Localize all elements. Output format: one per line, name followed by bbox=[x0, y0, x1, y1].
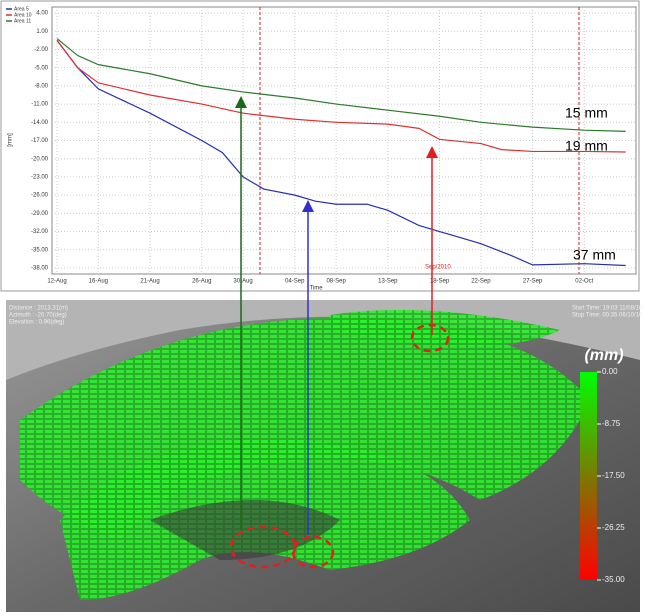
info-text: Stop Time: 00:35 06/10/10 bbox=[572, 313, 643, 319]
y-tick-label: -17.00 bbox=[31, 138, 49, 144]
x-axis-label: Time bbox=[309, 286, 323, 292]
legend-label: Area 10 bbox=[14, 12, 32, 18]
x-tick-label: 21-Aug bbox=[140, 279, 159, 285]
annotation: 19 mm bbox=[565, 138, 608, 154]
x-tick-label: 22-Sep bbox=[471, 279, 491, 285]
arrow-head bbox=[302, 200, 314, 212]
series-line bbox=[56, 40, 626, 267]
chart: 4.00 1.00 -2.00 -5.00 -8.00 -11.00 -14.00 -17.0… bbox=[6, 6, 637, 292]
annotation: 15 mm bbox=[565, 105, 608, 121]
legend-label: Area 11 bbox=[14, 18, 31, 24]
highlight-ring bbox=[291, 535, 335, 569]
x-tick-label: 12-Aug bbox=[47, 279, 66, 285]
series-line bbox=[56, 40, 626, 153]
x-tick-label: 08-Sep bbox=[326, 279, 346, 285]
y-tick-label: -38.00 bbox=[31, 266, 49, 272]
pit-floor bbox=[150, 500, 340, 560]
y-tick-label: 4.00 bbox=[36, 11, 48, 17]
y-tick-label: -2.00 bbox=[34, 47, 48, 53]
y-tick-label: -8.00 bbox=[34, 83, 48, 89]
colorbar-title: (mm) bbox=[584, 347, 623, 364]
y-tick-label: -14.00 bbox=[31, 120, 49, 126]
y-tick-label: 1.00 bbox=[36, 29, 48, 35]
highlight-ring bbox=[410, 323, 450, 353]
colorbar bbox=[580, 372, 597, 580]
info-text: Start Time: 19:03 11/08/10 bbox=[572, 306, 643, 312]
info-text: Azimuth : -26.70(deg) bbox=[9, 313, 67, 319]
y-axis-label: [mm] bbox=[8, 133, 14, 147]
x-tick-label: 26-Aug bbox=[192, 279, 211, 285]
annotation: Sep/2010 bbox=[425, 265, 451, 271]
y-tick-label: -35.00 bbox=[31, 247, 49, 253]
series-line bbox=[56, 38, 626, 132]
colorbar-tick-label: 0.00 bbox=[602, 367, 618, 376]
info-text: Distance : 2013.31(m) bbox=[9, 306, 68, 312]
x-tick-label: 16-Aug bbox=[89, 279, 108, 285]
x-tick-label: 18-Sep bbox=[430, 279, 450, 285]
y-tick-label: -29.00 bbox=[31, 211, 49, 217]
scene bbox=[6, 300, 640, 612]
colorbar-tick-label: -35.00 bbox=[602, 575, 625, 584]
colorbar-tick-label: -17.50 bbox=[602, 471, 625, 480]
x-tick-label: 27-Sep bbox=[523, 279, 543, 285]
arrow-head bbox=[426, 146, 438, 158]
x-tick-label: 04-Sep bbox=[285, 279, 305, 285]
chart-panel bbox=[0, 0, 640, 292]
info-text: Elevation : 0.96(deg) bbox=[9, 320, 64, 326]
green-cloud bbox=[330, 310, 560, 346]
y-tick-label: -11.00 bbox=[31, 102, 48, 108]
x-tick-label: 02-Oct bbox=[575, 279, 593, 285]
y-tick-label: -23.00 bbox=[31, 174, 49, 180]
annotation: 37 mm bbox=[573, 247, 616, 263]
colorbar-tick-label: -26.25 bbox=[602, 523, 625, 532]
y-tick-label: -32.00 bbox=[31, 229, 49, 235]
legend-label: Area 5 bbox=[14, 6, 29, 12]
arrows bbox=[235, 96, 438, 535]
y-tick-label: -5.00 bbox=[34, 65, 48, 71]
x-tick-label: 13-Sep bbox=[378, 279, 398, 285]
y-tick-label: -26.00 bbox=[31, 193, 49, 199]
arrow-head bbox=[235, 96, 247, 108]
colorbar-tick-label: -8.75 bbox=[602, 419, 621, 428]
y-tick-label: -20.00 bbox=[31, 156, 49, 162]
x-tick-label: 30-Aug bbox=[233, 279, 252, 285]
